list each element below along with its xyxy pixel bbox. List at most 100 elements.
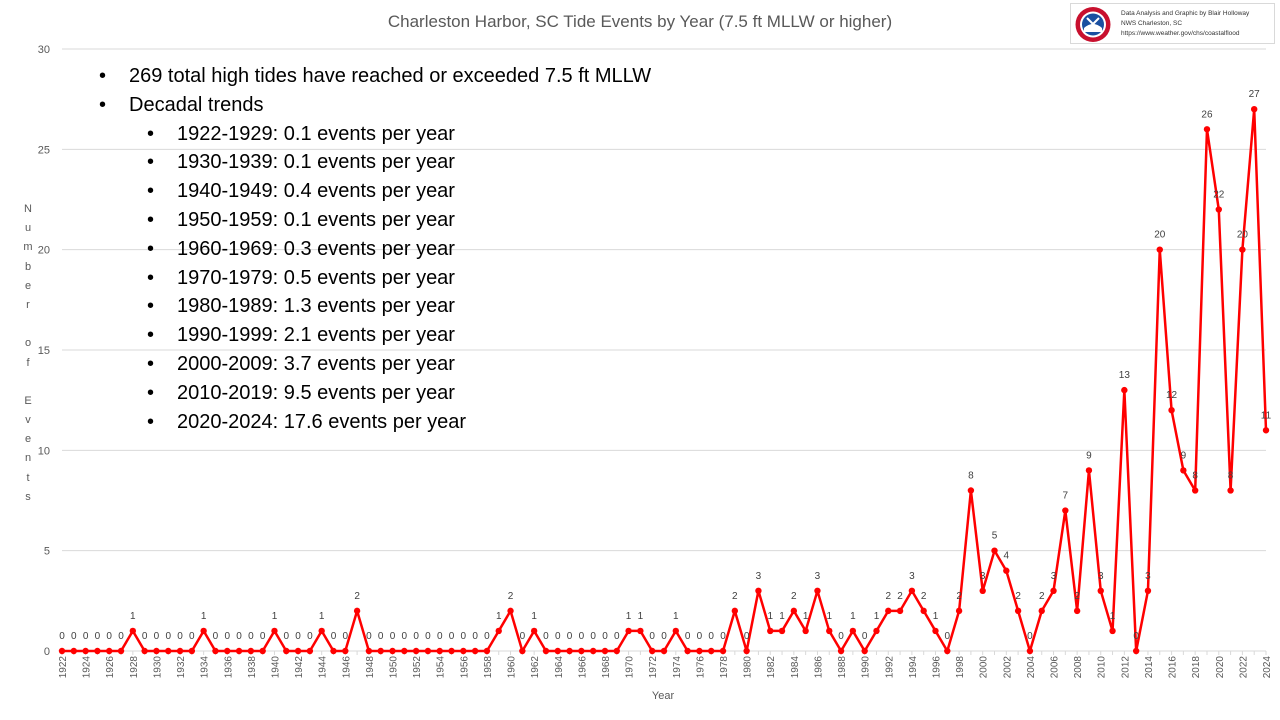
data-point xyxy=(389,647,396,655)
note-decade-text: 1930-1939: 0.1 events per year xyxy=(177,151,455,174)
x-tick-label: 1992 xyxy=(884,656,895,679)
y-tick-label: 15 xyxy=(38,345,50,357)
data-label: 1 xyxy=(531,611,537,622)
x-axis-title: Year xyxy=(652,690,675,702)
x-tick-label: 1926 xyxy=(105,656,116,679)
x-tick-label: 1954 xyxy=(436,656,447,679)
data-point xyxy=(507,607,514,615)
x-tick-label: 2020 xyxy=(1215,656,1226,679)
data-point xyxy=(353,607,361,615)
y-axis-title-char: b xyxy=(24,260,32,273)
x-tick-label: 1922 xyxy=(58,656,69,679)
data-label: 2 xyxy=(897,591,903,602)
x-tick-label: 2002 xyxy=(1002,656,1013,679)
credit-url: https://www.weather.gov/chs/coastalflood xyxy=(1121,30,1240,37)
note-decade-text: 1922-1929: 0.1 events per year xyxy=(177,122,455,145)
x-tick-label: 2012 xyxy=(1120,656,1131,679)
data-label: 2 xyxy=(1039,591,1045,602)
note-decade-text: 1980-1989: 1.3 events per year xyxy=(177,295,455,318)
data-point xyxy=(920,607,927,615)
data-label: 0 xyxy=(260,631,266,642)
data-label: 0 xyxy=(177,631,183,642)
x-tick-label: 1994 xyxy=(908,656,919,679)
data-label: 3 xyxy=(1145,571,1151,582)
data-point xyxy=(153,647,160,655)
gridlines xyxy=(62,48,1266,652)
data-label: 2 xyxy=(1015,591,1021,602)
data-point xyxy=(412,647,420,655)
data-point xyxy=(743,647,750,655)
data-label: 1 xyxy=(826,611,832,622)
data-label: 0 xyxy=(1133,631,1139,642)
data-label: 3 xyxy=(909,571,915,582)
y-axis-title-char: t xyxy=(26,471,30,484)
x-tick-label: 1968 xyxy=(601,656,612,679)
data-point xyxy=(235,647,243,655)
data-label: 0 xyxy=(236,631,242,642)
data-point xyxy=(542,647,550,655)
data-point xyxy=(259,647,266,655)
x-tick-label: 1978 xyxy=(719,656,730,679)
x-tick-label: 2000 xyxy=(979,656,990,679)
y-axis-title-char: e xyxy=(24,433,32,446)
data-label: 0 xyxy=(838,631,844,642)
data-label: 0 xyxy=(283,631,289,642)
chart-title: Charleston Harbor, SC Tide Events by Yea… xyxy=(387,12,893,31)
x-tick-label: 2010 xyxy=(1097,656,1108,679)
data-label: 1 xyxy=(130,611,136,622)
x-tick-label: 2018 xyxy=(1191,656,1202,679)
data-label: 1 xyxy=(638,611,644,622)
data-label: 0 xyxy=(661,631,667,642)
data-point xyxy=(1014,607,1022,615)
data-point xyxy=(70,647,78,655)
data-point xyxy=(837,647,845,655)
y-axis-title-char xyxy=(22,373,34,392)
data-label: 0 xyxy=(189,631,195,642)
x-tick-label: 1940 xyxy=(270,656,281,679)
data-point xyxy=(1250,106,1258,113)
data-point xyxy=(460,647,467,655)
data-point xyxy=(436,647,443,655)
data-label: 0 xyxy=(520,631,526,642)
y-tick-label: 20 xyxy=(38,245,50,257)
x-tick-label: 2006 xyxy=(1050,656,1061,679)
data-point xyxy=(495,627,502,635)
data-point xyxy=(129,627,137,635)
data-point xyxy=(849,627,857,635)
data-label: 0 xyxy=(142,631,148,642)
data-label: 20 xyxy=(1237,230,1249,241)
y-axis: 0 5 10 15 20 25 30 xyxy=(38,44,50,658)
data-point xyxy=(188,647,196,655)
data-label: 2 xyxy=(354,591,360,602)
data-label: 1 xyxy=(803,611,809,622)
data-label: 0 xyxy=(708,631,714,642)
data-label: 0 xyxy=(1027,631,1033,642)
y-axis-title-char: N xyxy=(24,203,32,215)
x-tick-label: 1984 xyxy=(790,656,801,679)
data-point xyxy=(589,647,597,655)
data-point xyxy=(885,607,892,615)
x-tick-label: 1996 xyxy=(931,656,942,679)
bullet-icon: • xyxy=(147,352,155,375)
data-label: 0 xyxy=(590,631,596,642)
x-tick-label: 1964 xyxy=(554,656,565,679)
x-tick-label: 1936 xyxy=(223,656,234,679)
y-tick-label: 0 xyxy=(44,646,50,658)
x-tick-label: 2016 xyxy=(1168,656,1179,679)
data-point xyxy=(672,627,680,635)
data-point xyxy=(979,587,986,594)
data-point xyxy=(908,587,916,594)
y-axis-title-char: r xyxy=(26,298,30,311)
bullet-icon: • xyxy=(147,295,155,318)
data-label: 0 xyxy=(437,631,443,642)
data-point xyxy=(1121,386,1128,394)
data-label: 1 xyxy=(779,611,785,622)
data-label: 9 xyxy=(1086,450,1092,461)
bullet-icon: • xyxy=(147,122,155,145)
data-point xyxy=(778,627,786,635)
x-tick-label: 1970 xyxy=(625,656,636,679)
data-label: 0 xyxy=(59,631,65,642)
data-points xyxy=(58,106,1270,655)
data-point xyxy=(342,647,349,655)
y-tick-label: 25 xyxy=(38,144,50,156)
